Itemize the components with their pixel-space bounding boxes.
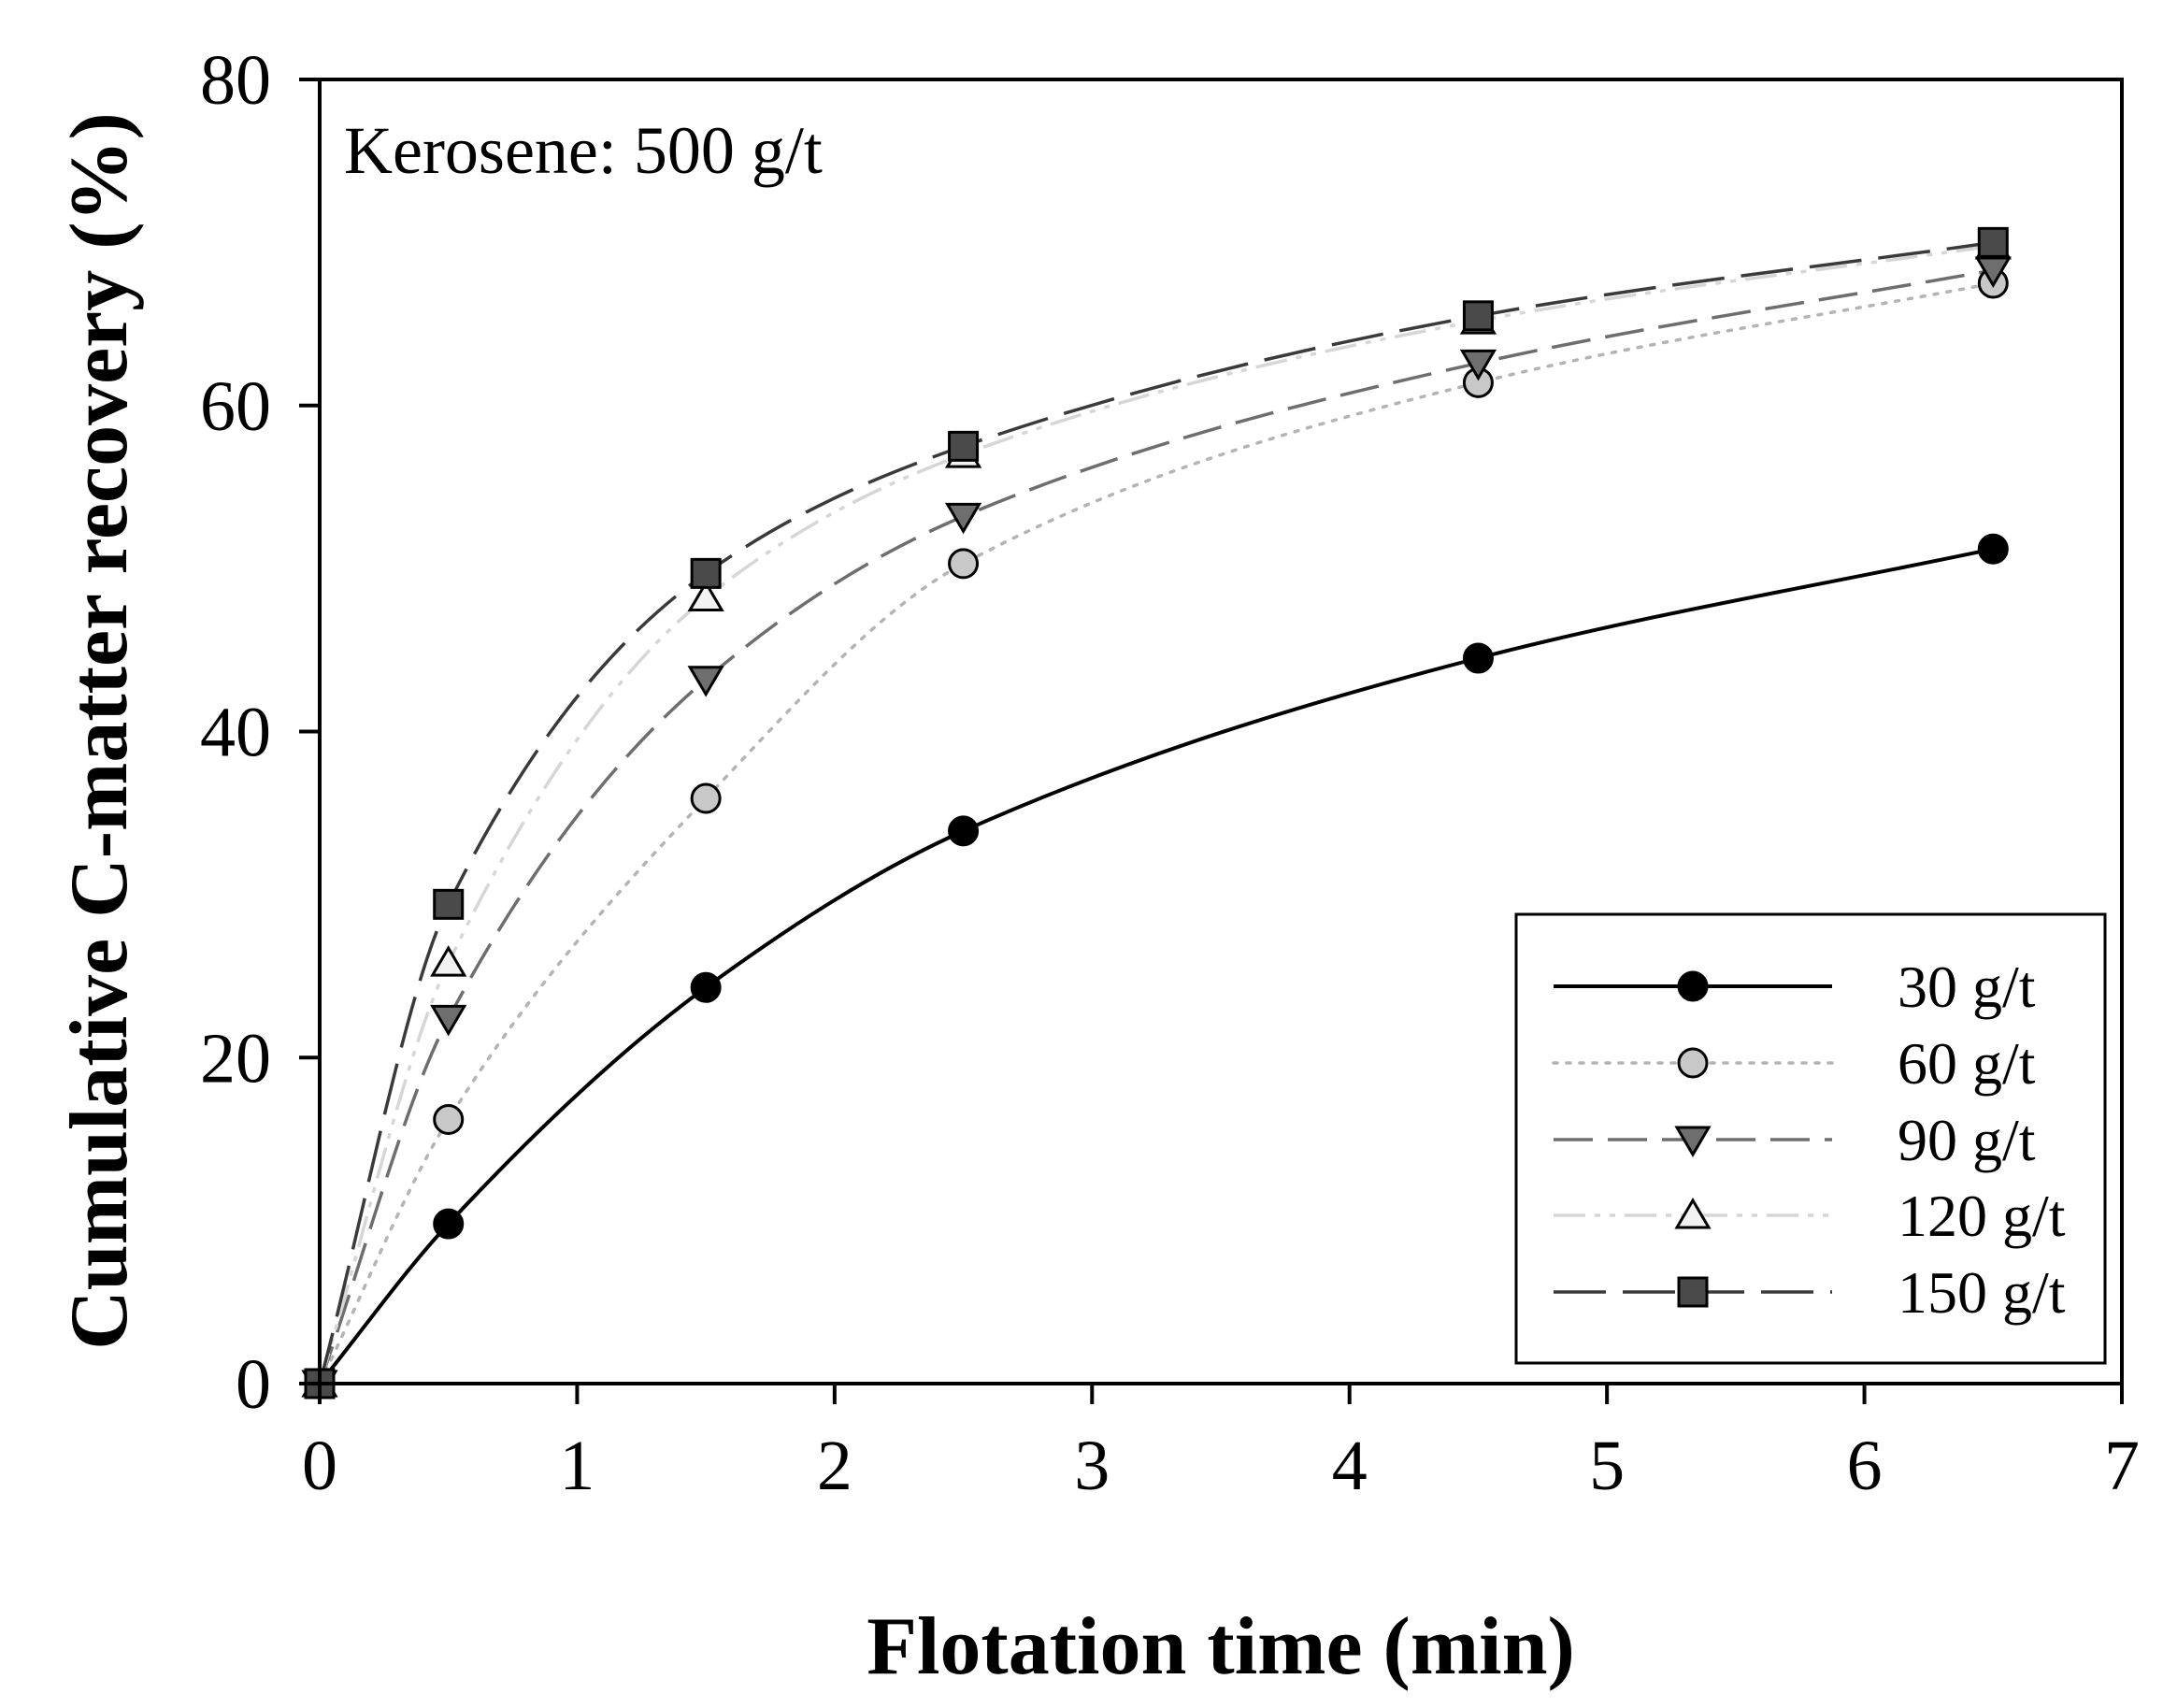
y-tick-label: 60 [200, 367, 271, 446]
x-tick-label: 0 [302, 1427, 337, 1505]
legend-label: 30 g/t [1898, 954, 2036, 1020]
legend: 30 g/t 60 g/t 90 g/t 120 g/t 150 g/t [1514, 912, 2107, 1365]
data-point-series-5 [1462, 300, 1494, 332]
data-point-series-3 [1459, 349, 1497, 381]
kerosene-annotation: Kerosene: 500 g/t [344, 113, 823, 188]
x-tick-label: 6 [1847, 1427, 1883, 1505]
data-point-series-2 [948, 548, 980, 580]
data-point-series-5 [433, 888, 465, 920]
y-tick-label: 80 [200, 41, 271, 120]
x-axis-ticks: 0 1 2 3 4 5 6 7 [302, 1384, 2140, 1505]
data-point-series-5 [690, 557, 722, 589]
series-line-5 [318, 240, 1994, 1385]
data-point-series-3 [430, 1004, 467, 1037]
data-point-series-1 [948, 815, 980, 847]
y-tick-label: 20 [200, 1019, 271, 1098]
data-point-series-5 [1977, 226, 2009, 258]
x-tick-label: 1 [559, 1427, 594, 1505]
data-point-series-4 [430, 945, 467, 977]
y-tick-label: 0 [236, 1345, 271, 1424]
legend-marker-5 [1677, 1276, 1709, 1308]
legend-label: 120 g/t [1898, 1183, 2066, 1249]
x-axis-title: Flotation time (min) [867, 1601, 1575, 1692]
y-axis-ticks: 0 20 40 60 80 [200, 41, 320, 1424]
legend-label: 90 g/t [1898, 1107, 2036, 1173]
data-point-series-3 [944, 502, 982, 535]
legend-marker-3 [1674, 1126, 1712, 1157]
data-point-series-5 [948, 430, 980, 462]
y-tick-label: 40 [200, 694, 271, 772]
x-tick-label: 3 [1074, 1427, 1110, 1505]
data-point-series-4 [687, 580, 724, 612]
x-tick-label: 2 [817, 1427, 852, 1505]
data-point-series-1 [690, 971, 722, 1003]
data-point-series-3 [687, 666, 724, 697]
legend-marker-4 [1674, 1198, 1712, 1229]
series-line-4 [318, 244, 1994, 1385]
data-point-series-1 [1977, 533, 2009, 565]
x-tick-label: 7 [2104, 1427, 2140, 1505]
legend-marker-1 [1677, 970, 1709, 1002]
series-line-3 [318, 268, 1994, 1385]
x-tick-label: 4 [1332, 1427, 1368, 1505]
data-point-series-1 [433, 1208, 465, 1240]
series-markers [301, 226, 2012, 1401]
y-axis-title: Cumulative C-matter recovery (%) [54, 112, 145, 1350]
legend-label: 150 g/t [1898, 1259, 2066, 1326]
series-line-2 [318, 281, 1996, 1385]
legend-label: 60 g/t [1898, 1030, 2036, 1097]
data-point-series-1 [1462, 642, 1494, 674]
data-point-series-2 [690, 782, 722, 814]
x-tick-label: 5 [1589, 1427, 1625, 1505]
legend-marker-2 [1677, 1047, 1709, 1079]
data-point-series-2 [433, 1104, 465, 1136]
